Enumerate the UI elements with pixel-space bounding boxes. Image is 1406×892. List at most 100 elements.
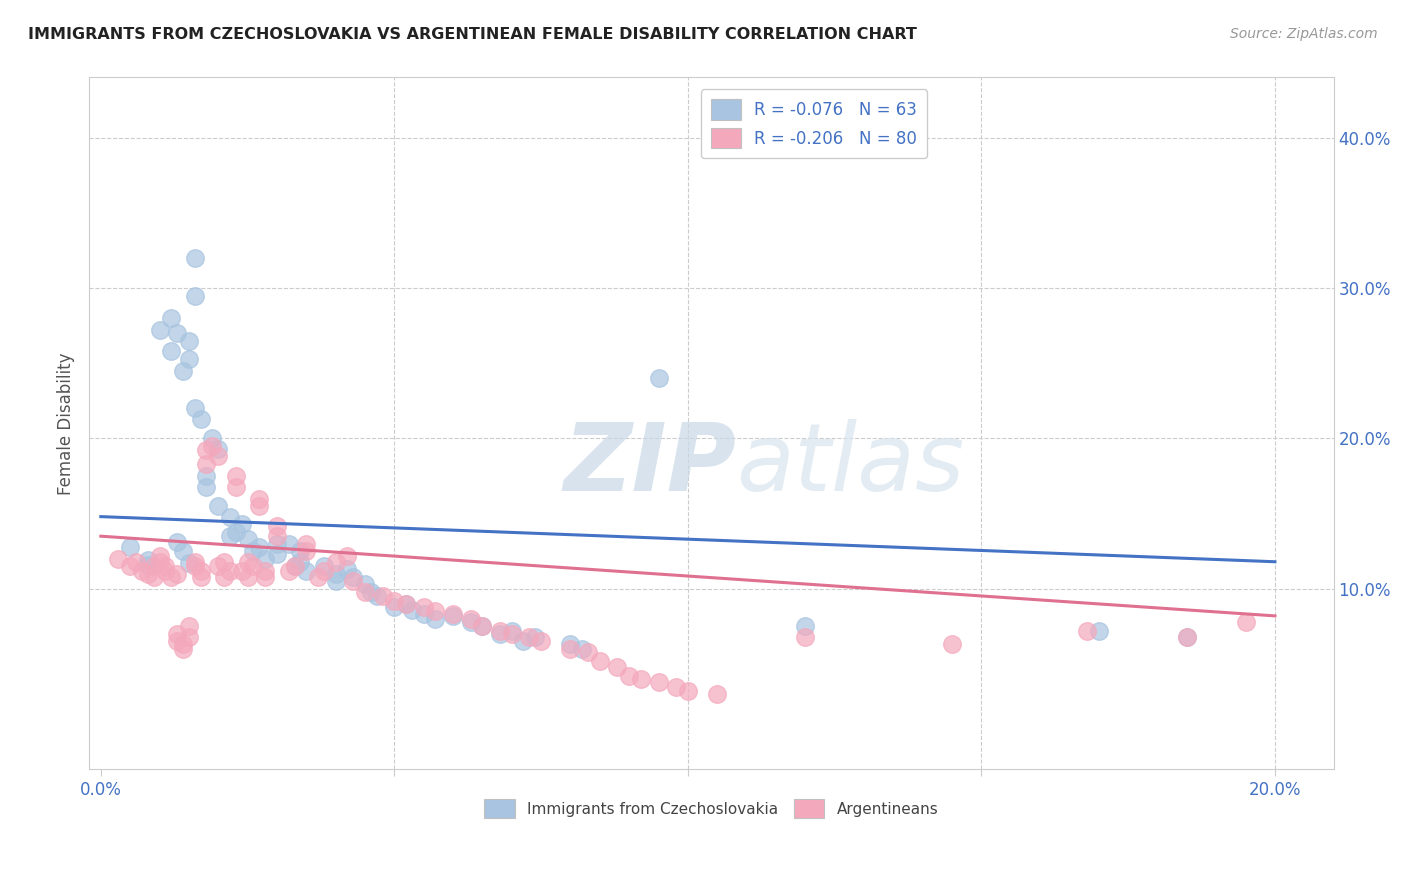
Point bbox=[236, 570, 259, 584]
Y-axis label: Female Disability: Female Disability bbox=[58, 352, 75, 495]
Point bbox=[360, 584, 382, 599]
Point bbox=[148, 323, 170, 337]
Point bbox=[647, 371, 669, 385]
Point bbox=[155, 564, 177, 578]
Point bbox=[160, 570, 183, 584]
Point bbox=[395, 597, 418, 611]
Point bbox=[142, 559, 165, 574]
Point bbox=[647, 675, 669, 690]
Point bbox=[201, 439, 224, 453]
Point bbox=[606, 660, 628, 674]
Point bbox=[617, 669, 640, 683]
Point bbox=[277, 564, 299, 578]
Point bbox=[325, 566, 347, 581]
Point bbox=[325, 574, 347, 589]
Point bbox=[166, 634, 188, 648]
Point bbox=[177, 351, 200, 366]
Point bbox=[207, 559, 229, 574]
Point bbox=[107, 551, 129, 566]
Point bbox=[512, 634, 534, 648]
Point bbox=[665, 680, 688, 694]
Point bbox=[166, 566, 188, 581]
Point bbox=[576, 645, 599, 659]
Point bbox=[225, 469, 247, 483]
Point bbox=[676, 684, 699, 698]
Point bbox=[131, 564, 153, 578]
Point bbox=[425, 604, 447, 618]
Point bbox=[166, 535, 188, 549]
Point bbox=[630, 672, 652, 686]
Point bbox=[366, 590, 388, 604]
Point bbox=[266, 529, 288, 543]
Point bbox=[571, 642, 593, 657]
Point bbox=[560, 637, 582, 651]
Point bbox=[184, 555, 207, 569]
Point bbox=[1234, 615, 1257, 629]
Point bbox=[212, 555, 235, 569]
Point bbox=[295, 537, 318, 551]
Point bbox=[160, 311, 183, 326]
Point bbox=[1088, 624, 1111, 638]
Point bbox=[242, 559, 264, 574]
Point bbox=[342, 574, 364, 589]
Point bbox=[166, 326, 188, 340]
Point bbox=[148, 555, 170, 569]
Point bbox=[172, 637, 194, 651]
Point bbox=[190, 570, 212, 584]
Point bbox=[441, 607, 464, 622]
Point bbox=[794, 630, 817, 644]
Point bbox=[136, 553, 159, 567]
Point bbox=[460, 615, 482, 629]
Point bbox=[172, 642, 194, 657]
Point bbox=[354, 577, 377, 591]
Point bbox=[489, 627, 512, 641]
Point bbox=[136, 558, 159, 572]
Point bbox=[219, 529, 242, 543]
Point bbox=[201, 431, 224, 445]
Point bbox=[412, 607, 434, 622]
Point bbox=[325, 555, 347, 569]
Point bbox=[236, 555, 259, 569]
Point bbox=[136, 566, 159, 581]
Point bbox=[290, 555, 312, 569]
Point bbox=[148, 549, 170, 563]
Point bbox=[266, 537, 288, 551]
Point bbox=[266, 547, 288, 561]
Point bbox=[177, 556, 200, 570]
Point bbox=[460, 612, 482, 626]
Point bbox=[172, 544, 194, 558]
Text: Source: ZipAtlas.com: Source: ZipAtlas.com bbox=[1230, 27, 1378, 41]
Point bbox=[283, 559, 305, 574]
Point bbox=[219, 509, 242, 524]
Point bbox=[195, 479, 218, 493]
Point bbox=[283, 559, 305, 574]
Point bbox=[184, 401, 207, 416]
Point bbox=[231, 564, 253, 578]
Point bbox=[254, 551, 277, 566]
Point bbox=[277, 537, 299, 551]
Point bbox=[207, 499, 229, 513]
Point bbox=[254, 570, 277, 584]
Point bbox=[266, 518, 288, 533]
Legend: Immigrants from Czechoslovakia, Argentineans: Immigrants from Czechoslovakia, Argentin… bbox=[478, 793, 945, 824]
Point bbox=[524, 630, 547, 644]
Point bbox=[1076, 624, 1098, 638]
Point bbox=[336, 562, 359, 576]
Point bbox=[295, 564, 318, 578]
Point bbox=[195, 469, 218, 483]
Point bbox=[560, 642, 582, 657]
Point bbox=[471, 619, 494, 633]
Point bbox=[290, 544, 312, 558]
Text: atlas: atlas bbox=[737, 419, 965, 510]
Point bbox=[166, 627, 188, 641]
Point bbox=[312, 559, 335, 574]
Point bbox=[336, 549, 359, 563]
Point bbox=[530, 634, 553, 648]
Point bbox=[142, 570, 165, 584]
Point bbox=[231, 517, 253, 532]
Point bbox=[160, 344, 183, 359]
Point bbox=[371, 590, 394, 604]
Point bbox=[195, 457, 218, 471]
Point bbox=[177, 334, 200, 348]
Point bbox=[501, 627, 523, 641]
